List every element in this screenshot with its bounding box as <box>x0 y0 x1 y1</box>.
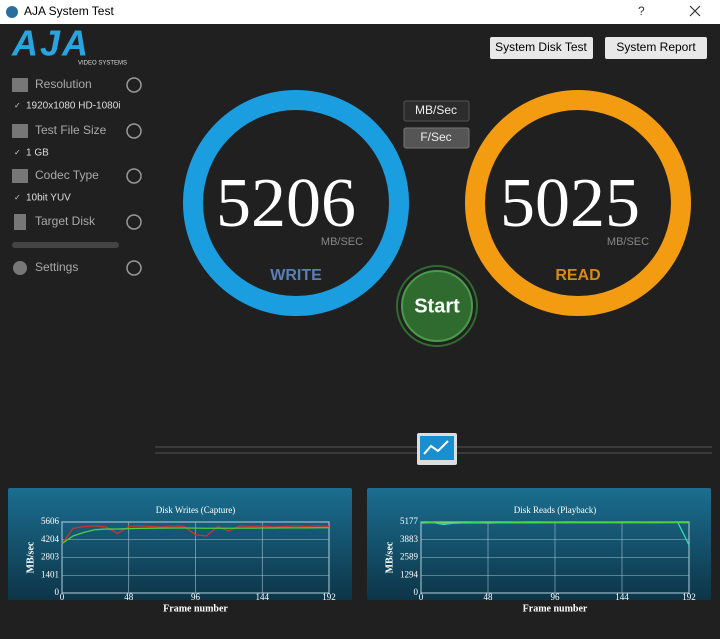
system-disk-test-button[interactable] <box>490 37 593 59</box>
x-tick-label: 0 <box>419 592 424 602</box>
start-label: Start <box>414 295 460 317</box>
app-icon <box>6 6 18 18</box>
chart-title: Disk Writes (Capture) <box>156 505 235 515</box>
expand-button[interactable] <box>126 77 142 93</box>
x-tick-label: 144 <box>256 592 270 602</box>
graph-icon-line <box>423 440 449 455</box>
read-gauge <box>465 90 691 316</box>
setting-label: Resolution <box>35 77 92 91</box>
toggle-label: F/Sec <box>420 130 451 144</box>
setting-value: 1 GB <box>26 148 49 159</box>
icon <box>13 261 27 275</box>
read-label: READ <box>555 267 600 284</box>
y-axis-label: MB/sec <box>384 541 395 573</box>
check: ✓ <box>14 193 21 202</box>
setting-label: Settings <box>35 260 78 274</box>
button-label: System Report <box>616 40 696 54</box>
x-axis-label: Frame number <box>523 603 588 614</box>
icon <box>14 214 26 230</box>
write-unit: MB/SEC <box>321 236 363 248</box>
expand-button[interactable] <box>126 123 142 139</box>
mbsec-toggle[interactable] <box>403 100 470 122</box>
close-button[interactable] <box>689 5 701 17</box>
button-label: System Disk Test <box>495 40 587 54</box>
help-button[interactable]: ? <box>638 4 645 18</box>
setting-value: 1920x1080 HD-1080i <box>26 101 121 112</box>
toggle-label: MB/Sec <box>415 103 457 117</box>
icon <box>12 78 28 92</box>
write-value: 5206 <box>216 165 356 242</box>
write-gauge <box>183 90 409 316</box>
setting-label: Target Disk <box>35 214 96 228</box>
title-bar <box>0 0 720 24</box>
x-tick-label: 96 <box>551 592 561 602</box>
y-tick-label: 1401 <box>41 569 59 579</box>
read-unit: MB/SEC <box>607 236 649 248</box>
check: ✓ <box>14 101 21 110</box>
icon <box>12 169 28 183</box>
graph-icon <box>420 436 454 460</box>
y-tick-label: 5606 <box>41 516 60 526</box>
y-tick-label: 0 <box>55 587 60 597</box>
chart-panel <box>8 488 352 600</box>
start-button[interactable] <box>401 270 473 342</box>
setting-value: 10bit YUV <box>26 193 71 204</box>
series-line <box>61 527 329 545</box>
expand-button[interactable] <box>126 214 142 230</box>
sidebar: Resolution ✓ 1920x1080 HD-1080i Test Fil… <box>12 77 142 276</box>
expand-button[interactable] <box>126 168 142 184</box>
y-tick-label: 3883 <box>400 534 419 544</box>
x-tick-label: 192 <box>322 592 336 602</box>
charts: Disk Writes (Capture) Frame number MB/sec 0… <box>25 505 695 614</box>
logo-tagline: VIDEO SYSTEMS <box>78 61 127 67</box>
x-axis-label: Frame number <box>163 603 228 614</box>
x-tick-label: 96 <box>191 592 201 602</box>
y-tick-label: 4204 <box>41 534 60 544</box>
setting-label: Codec Type <box>35 168 99 182</box>
x-tick-label: 48 <box>484 592 494 602</box>
setting-label: Test File Size <box>35 123 107 137</box>
y-tick-label: 5177 <box>400 516 419 526</box>
progress-bar <box>12 242 119 248</box>
expand-button[interactable] <box>126 260 142 276</box>
y-tick-label: 0 <box>414 587 419 597</box>
y-tick-label: 2589 <box>400 552 419 562</box>
x-tick-label: 48 <box>124 592 134 602</box>
read-value: 5025 <box>500 165 640 242</box>
y-tick-label: 2803 <box>41 552 60 562</box>
write-label: WRITE <box>270 267 322 284</box>
chart-panel <box>367 488 711 600</box>
x-tick-label: 192 <box>682 592 696 602</box>
check: ✓ <box>14 148 21 157</box>
x-tick-label: 144 <box>615 592 629 602</box>
system-report-button[interactable] <box>605 37 707 59</box>
y-axis-label: MB/sec <box>25 541 36 573</box>
logo: AJA <box>11 23 90 64</box>
x-tick-label: 0 <box>60 592 65 602</box>
fsec-toggle[interactable] <box>403 127 470 149</box>
chart-title: Disk Reads (Playback) <box>514 505 596 515</box>
window-title: AJA System Test <box>24 4 114 18</box>
icon <box>12 124 28 138</box>
y-tick-label: 1294 <box>400 569 419 579</box>
start-ring <box>396 265 478 347</box>
series-line <box>61 525 330 544</box>
